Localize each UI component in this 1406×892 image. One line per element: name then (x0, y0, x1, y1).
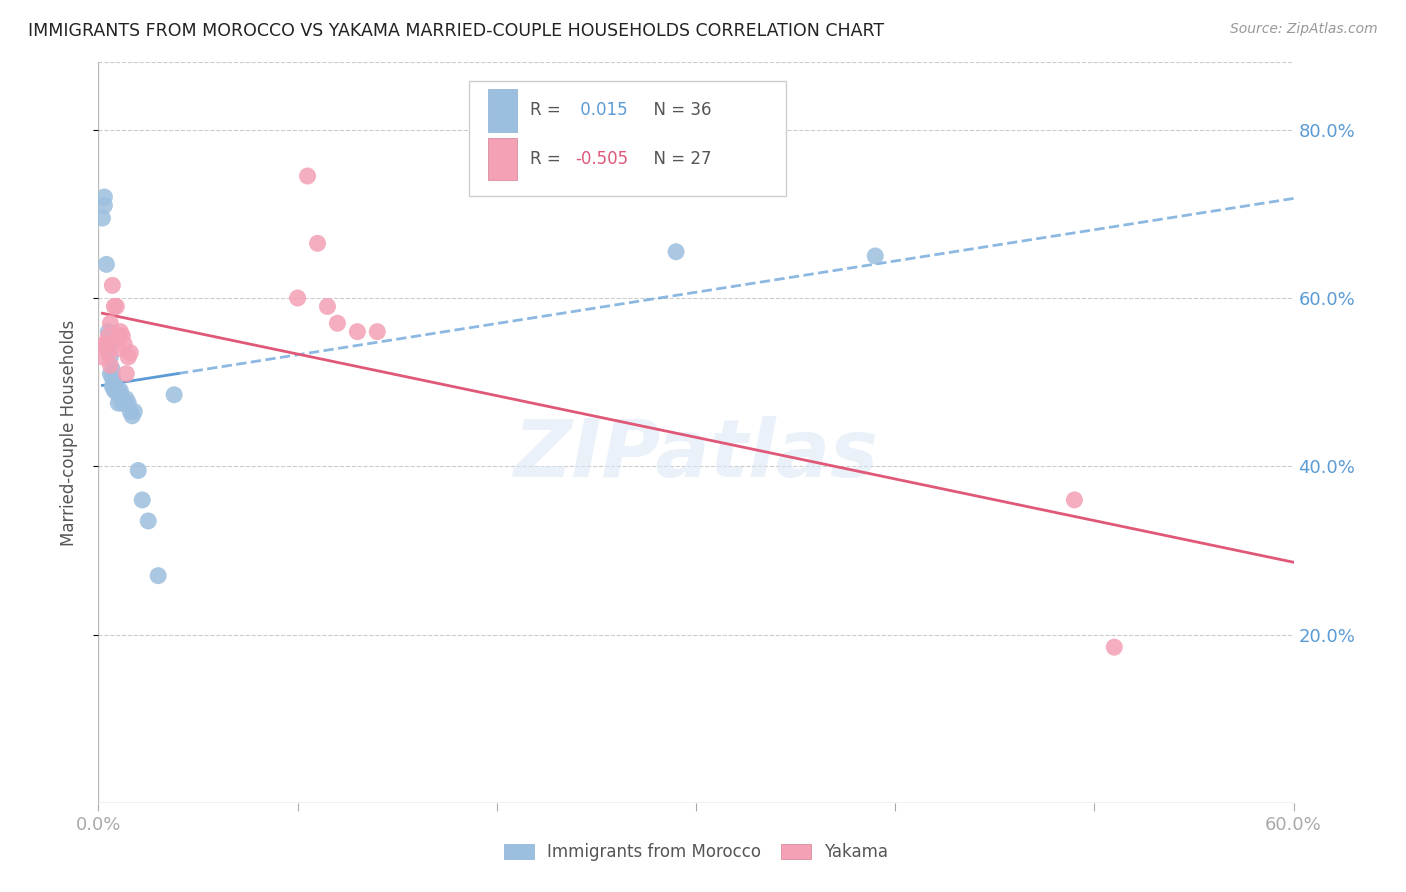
Text: N = 27: N = 27 (644, 150, 711, 168)
Point (121, 409, 143, 423)
Point (287, 291, 309, 305)
Point (107, 329, 129, 343)
Point (366, 325, 388, 339)
Point (110, 384, 132, 398)
Text: 0.015: 0.015 (575, 102, 628, 120)
Point (111, 329, 134, 343)
Point (98, 316, 122, 330)
Text: Source: ZipAtlas.com: Source: ZipAtlas.com (1230, 22, 1378, 37)
Point (111, 396, 134, 410)
Point (93, 337, 115, 351)
Point (1104, 640, 1126, 655)
Point (163, 388, 186, 402)
Point (103, 300, 125, 314)
Point (117, 350, 139, 364)
Legend: Immigrants from Morocco, Yakama: Immigrants from Morocco, Yakama (503, 843, 889, 861)
Point (326, 316, 349, 330)
Point (110, 388, 132, 402)
Point (127, 463, 149, 477)
Point (105, 300, 128, 314)
Point (112, 396, 135, 410)
Point (107, 342, 129, 356)
Y-axis label: Married-couple Households: Married-couple Households (59, 319, 77, 546)
Point (120, 404, 142, 418)
Point (101, 379, 124, 393)
Point (136, 514, 159, 528)
Point (93, 190, 115, 204)
Point (115, 392, 138, 406)
Point (865, 249, 887, 263)
Point (107, 384, 129, 398)
Point (98, 359, 122, 373)
FancyBboxPatch shape (470, 81, 786, 195)
Point (93, 198, 115, 212)
Point (124, 404, 146, 418)
Point (103, 375, 125, 389)
Point (117, 396, 139, 410)
Point (98, 367, 122, 381)
Text: IMMIGRANTS FROM MOROCCO VS YAKAMA MARRIED-COUPLE HOUSEHOLDS CORRELATION CHART: IMMIGRANTS FROM MOROCCO VS YAKAMA MARRIE… (28, 22, 884, 40)
Point (346, 325, 368, 339)
Point (101, 371, 124, 385)
Text: N = 36: N = 36 (644, 102, 711, 120)
FancyBboxPatch shape (488, 89, 517, 131)
Point (316, 300, 339, 314)
Point (120, 345, 142, 359)
Point (105, 384, 128, 398)
Point (96, 337, 118, 351)
Point (115, 367, 138, 381)
Point (98, 350, 122, 364)
Point (1063, 492, 1085, 507)
Point (107, 388, 129, 402)
Text: R =: R = (530, 102, 565, 120)
Point (103, 384, 125, 398)
Point (307, 236, 329, 251)
Point (103, 379, 125, 393)
Point (110, 325, 132, 339)
Point (111, 392, 134, 406)
Point (148, 568, 170, 582)
Point (97, 342, 120, 356)
Text: ZIPatlas: ZIPatlas (513, 416, 879, 494)
Point (101, 362, 124, 376)
Point (101, 278, 124, 293)
Point (105, 384, 128, 398)
Point (297, 169, 319, 183)
Point (107, 396, 129, 410)
Point (97, 345, 120, 359)
Point (665, 244, 688, 259)
Point (91, 211, 114, 225)
FancyBboxPatch shape (488, 137, 517, 180)
Text: R =: R = (530, 150, 565, 168)
Text: -0.505: -0.505 (575, 150, 628, 168)
Point (91, 350, 114, 364)
Point (112, 337, 135, 351)
Point (131, 492, 153, 507)
Point (96, 257, 118, 271)
Point (97, 325, 120, 339)
Point (97, 329, 120, 343)
